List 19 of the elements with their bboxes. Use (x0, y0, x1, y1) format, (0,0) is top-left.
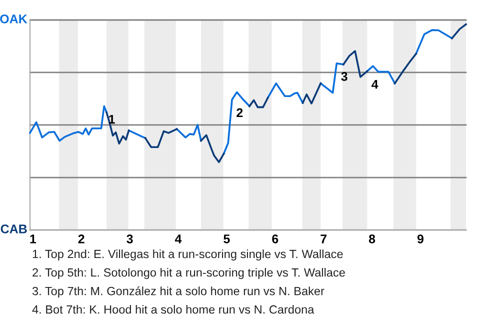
x-tick-label: 1 (30, 234, 36, 244)
x-tick-label: 5 (224, 234, 230, 244)
x-tick-label: 8 (368, 234, 376, 244)
annotation: 3 (341, 72, 348, 81)
annotation: 1 (109, 114, 115, 124)
x-tick-label: 9 (417, 234, 424, 244)
annotation: 4 (372, 80, 378, 89)
x-tick-label: 2 (78, 234, 84, 244)
ref-line-label: CAB (0, 224, 27, 234)
text: 2. Top 5th: L. Sotolongo hit a run-scoring triple vs T. Wallace (32, 268, 345, 280)
x-tick-label: 4 (174, 234, 182, 244)
text: 4. Bot 7th: K. Hood hit a solo home run vs N. Cardona (32, 304, 314, 314)
x-tick-label: 3 (126, 234, 133, 244)
annotation: 2 (236, 108, 243, 117)
text: 1. Top 2nd: E. Villegas hit a run-scoring single vs T. Wallace (32, 249, 343, 261)
x-tick-label: 7 (320, 234, 326, 244)
x-tick-label: 6 (272, 234, 278, 244)
ref-line-label: OAK (0, 14, 28, 24)
text: 3. Top 7th: M. González hit a solo home run vs N. Baker (32, 286, 324, 298)
